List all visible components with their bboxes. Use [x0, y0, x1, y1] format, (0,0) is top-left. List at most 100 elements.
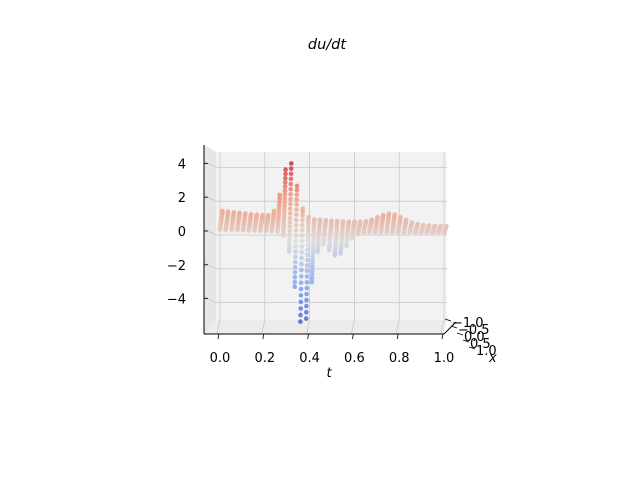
- data-point: [299, 233, 305, 238]
- data-point: [310, 253, 316, 259]
- depth-axis-line: [443, 321, 457, 335]
- data-point: [298, 306, 304, 311]
- depth-tick-label: 1.0: [476, 344, 497, 359]
- data-point: [298, 319, 303, 324]
- depth-tick-label: 0.0: [464, 330, 485, 345]
- data-point: [294, 207, 299, 212]
- data-point: [305, 237, 311, 243]
- data-point: [292, 279, 298, 285]
- depth-tick: [456, 332, 464, 336]
- x-tick-label: 0.4: [299, 351, 320, 366]
- depth-tick-label: −1.0: [452, 316, 484, 331]
- data-point: [305, 257, 310, 263]
- data-point: [309, 275, 315, 281]
- data-point: [288, 166, 294, 171]
- data-point: [294, 187, 300, 193]
- data-point: [310, 268, 315, 273]
- grid-line-floor: [440, 319, 445, 335]
- depth-tick: [462, 339, 470, 343]
- data-point: [335, 218, 340, 224]
- data-point: [305, 252, 310, 258]
- grid-line-floor: [395, 319, 400, 335]
- depth-tick: [450, 325, 458, 329]
- data-point: [282, 180, 288, 185]
- grid-line-floor: [351, 319, 355, 335]
- axis-ticks: 0.0 0.2 0.4 0.6 0.8 1.0420−2−4−1.0−0.50.00.51…: [167, 157, 497, 366]
- data-point: [304, 310, 309, 315]
- grid-line-side: [203, 262, 217, 270]
- data-point: [305, 228, 311, 234]
- data-point: [306, 215, 311, 220]
- grid-line-side: [203, 161, 217, 168]
- data-point: [357, 219, 363, 224]
- data-point: [299, 249, 305, 255]
- data-point: [292, 264, 298, 270]
- x-tick: [396, 333, 399, 340]
- data-point: [288, 176, 294, 182]
- data-point: [310, 250, 316, 255]
- data-point: [266, 212, 271, 218]
- data-point: [294, 212, 299, 218]
- data-point: [282, 188, 288, 193]
- data-point: [304, 285, 310, 291]
- data-point: [444, 223, 449, 229]
- data-point: [282, 206, 287, 212]
- data-point: [303, 316, 309, 321]
- x-tick: [262, 333, 265, 340]
- x-tick-label: 1.0: [434, 351, 455, 366]
- data-point: [305, 247, 310, 252]
- data-point: [293, 249, 298, 254]
- data-point: [237, 210, 242, 216]
- data-point: [293, 228, 299, 233]
- depth-tick: [468, 346, 476, 350]
- data-point: [293, 233, 299, 239]
- data-point: [304, 280, 310, 285]
- depth-tick: [444, 318, 452, 322]
- data-point: [304, 303, 309, 309]
- x-tick-label: 0.6: [344, 351, 365, 366]
- data-point: [292, 274, 298, 280]
- data-point: [288, 186, 294, 192]
- data-point: [310, 260, 315, 266]
- data-point: [231, 209, 237, 215]
- plot-3d-axes: 0.0 0.2 0.4 0.6 0.8 1.0420−2−4−1.0−0.50.00.51…: [167, 145, 497, 381]
- z-tick-label: −2: [167, 259, 186, 274]
- data-point: [293, 217, 299, 223]
- data-point: [426, 223, 432, 228]
- data-point: [282, 184, 288, 189]
- floor-pane: [204, 320, 447, 334]
- x-axis-label: t: [326, 366, 332, 381]
- grid-line-side: [203, 194, 217, 202]
- data-point: [260, 212, 265, 218]
- z-tick-label: −4: [167, 293, 186, 308]
- data-point: [415, 221, 421, 227]
- data-point: [283, 175, 288, 181]
- data-point: [369, 217, 375, 222]
- data-point: [421, 222, 426, 228]
- data-point: [287, 236, 292, 241]
- data-point: [277, 192, 283, 198]
- data-point: [298, 280, 304, 286]
- data-point: [289, 161, 294, 166]
- data-point: [293, 244, 298, 249]
- z-tick-label: 0: [178, 225, 186, 240]
- data-point: [309, 279, 315, 285]
- data-point: [300, 206, 306, 211]
- data-point: [305, 242, 311, 248]
- data-point: [305, 233, 311, 238]
- data-point: [283, 171, 288, 177]
- data-point: [299, 255, 304, 261]
- data-point: [298, 293, 304, 298]
- grid-line-floor: [216, 319, 221, 335]
- data-point: [271, 208, 277, 214]
- data-point: [287, 224, 293, 229]
- data-point: [288, 201, 293, 207]
- data-point: [299, 227, 305, 233]
- x-tick: [441, 333, 444, 340]
- data-point: [304, 274, 310, 279]
- data-point: [409, 220, 415, 225]
- data-point: [340, 219, 346, 224]
- data-point: [292, 270, 298, 275]
- x-tick: [352, 333, 354, 340]
- data-point: [305, 224, 311, 230]
